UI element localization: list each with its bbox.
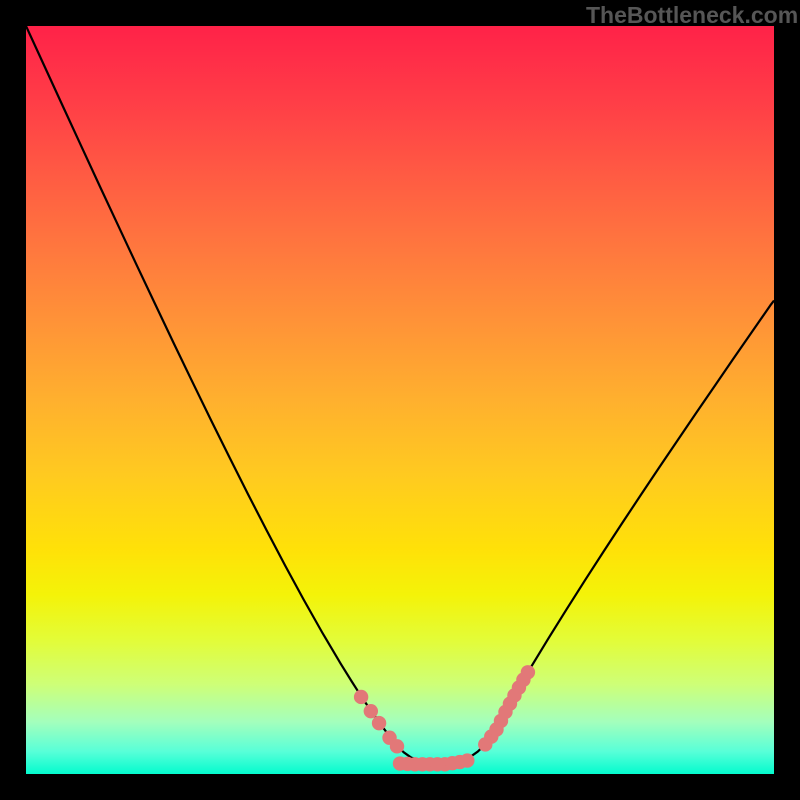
marker-dot bbox=[372, 716, 386, 730]
marker-dot bbox=[460, 753, 474, 767]
chart-plot-area bbox=[26, 26, 774, 774]
marker-dot bbox=[521, 665, 535, 679]
marker-dot bbox=[354, 690, 368, 704]
marker-dot bbox=[364, 704, 378, 718]
bottleneck-curve bbox=[26, 26, 774, 764]
chart-svg bbox=[26, 26, 774, 774]
watermark-text: TheBottleneck.com bbox=[586, 2, 798, 29]
marker-dot bbox=[390, 739, 404, 753]
